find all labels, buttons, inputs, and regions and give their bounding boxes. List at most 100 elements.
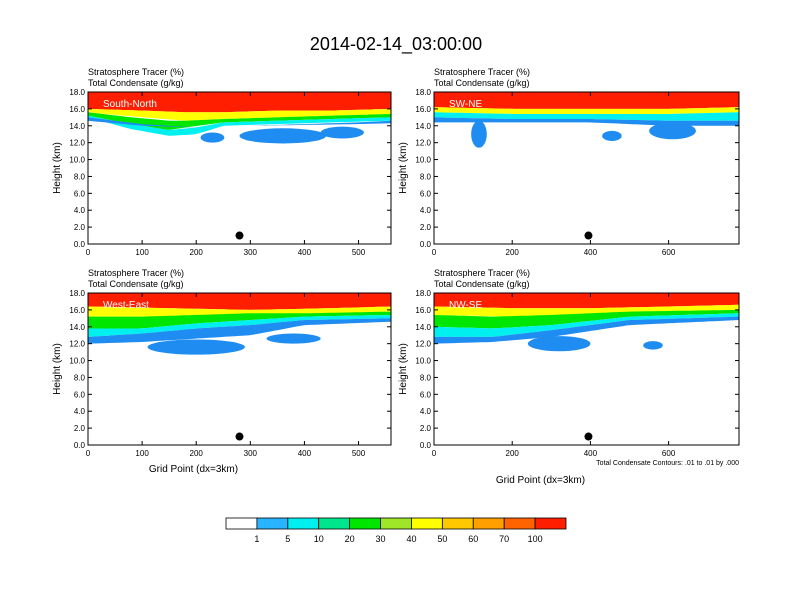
x-axis-label: Grid Point (dx=3km)	[149, 464, 238, 475]
x-tick-label: 200	[506, 449, 520, 458]
y-tick-label: 4.0	[74, 407, 86, 416]
y-tick-label: 0.0	[420, 240, 432, 249]
y-tick-label: 0.0	[74, 441, 86, 450]
y-tick-label: 2.0	[74, 223, 86, 232]
colorbar-box	[225, 517, 258, 530]
y-tick-label: 18.0	[415, 289, 431, 298]
y-tick-label: 4.0	[420, 407, 432, 416]
x-tick-label: 400	[298, 449, 312, 458]
x-tick-label: 400	[584, 248, 598, 257]
panel-title-line: Stratosphere Tracer (%)	[88, 268, 184, 278]
panel-title-line: Stratosphere Tracer (%)	[434, 67, 530, 77]
contour-blob	[200, 132, 225, 143]
colorbar-label: 60	[468, 534, 478, 544]
contour-blob	[471, 120, 487, 148]
colorbar-label: 10	[314, 534, 324, 544]
colorbar-box	[534, 517, 567, 530]
y-tick-label: 14.0	[415, 323, 431, 332]
panel-label: SW-NE	[449, 99, 482, 110]
contour-band	[88, 318, 391, 344]
y-tick-label: 12.0	[415, 139, 431, 148]
contour-band	[434, 316, 739, 344]
panel-title-line: Stratosphere Tracer (%)	[434, 268, 530, 278]
x-tick-label: 600	[662, 449, 676, 458]
plot-frame	[87, 292, 392, 446]
contour-band	[434, 107, 739, 114]
x-tick-label: 500	[352, 449, 366, 458]
y-axis-label: Height (km)	[398, 343, 409, 395]
y-tick-label: 18.0	[69, 289, 85, 298]
x-tick-label: 300	[244, 248, 258, 257]
figure-title: 2014-02-14_03:00:00	[310, 34, 482, 55]
colorbar-label: 40	[406, 534, 416, 544]
plot-frame	[433, 91, 740, 245]
y-tick-label: 2.0	[420, 223, 432, 232]
panel-west-east: 0 100 200 300 400 500 0.0 2.0 4.0 6.0 8.0 10.0 12.0 1…	[52, 268, 392, 475]
colorbar-label: 5	[285, 534, 290, 544]
y-tick-label: 8.0	[420, 373, 432, 382]
colorbar-label: 1	[254, 534, 259, 544]
location-marker	[235, 432, 244, 441]
y-tick-label: 10.0	[69, 156, 85, 165]
y-tick-label: 4.0	[420, 206, 432, 215]
panel-label: West-East	[103, 300, 149, 311]
y-tick-label: 14.0	[415, 122, 431, 131]
contour-band	[434, 92, 739, 109]
x-tick-label: 500	[352, 248, 366, 257]
colorbar-label: 70	[499, 534, 509, 544]
y-tick-label: 12.0	[69, 139, 85, 148]
y-axis-label: Height (km)	[52, 142, 63, 194]
x-tick-label: 0	[432, 248, 437, 257]
contour-blob	[320, 126, 364, 139]
contour-blob	[266, 333, 321, 344]
x-tick-label: 300	[244, 449, 258, 458]
colorbar-box	[503, 517, 536, 530]
colorbar-box	[349, 517, 381, 530]
colorbar-label: 50	[437, 534, 447, 544]
x-tick-label: 0	[86, 248, 91, 257]
contour-band	[434, 112, 739, 121]
colorbar-box	[256, 517, 289, 530]
y-tick-label: 6.0	[420, 390, 432, 399]
colorbar-label: 30	[376, 534, 386, 544]
y-tick-label: 16.0	[69, 105, 85, 114]
contour-blob	[239, 128, 327, 144]
x-tick-label: 0	[86, 449, 91, 458]
y-tick-label: 8.0	[74, 172, 86, 181]
y-tick-label: 10.0	[415, 357, 431, 366]
contour-band	[88, 115, 391, 136]
y-tick-label: 12.0	[69, 340, 85, 349]
contour-band	[88, 92, 391, 113]
contour-footnote: Total Condensate Contours: .01 to .01 by…	[596, 460, 739, 467]
y-axis-label: Height (km)	[52, 343, 63, 395]
contour-band	[434, 313, 739, 337]
contour-band	[88, 315, 391, 337]
x-tick-label: 600	[662, 248, 676, 257]
y-tick-label: 2.0	[74, 424, 86, 433]
panel-title-line: Stratosphere Tracer (%)	[88, 67, 184, 77]
contour-blob	[147, 339, 245, 355]
y-tick-label: 0.0	[420, 441, 432, 450]
x-tick-label: 200	[506, 248, 520, 257]
panel-title-line: Total Condensate (g/kg)	[434, 78, 530, 88]
contour-band	[88, 306, 391, 317]
panel-label: South-North	[103, 99, 157, 110]
y-tick-label: 14.0	[69, 122, 85, 131]
contour-blob	[527, 336, 591, 352]
y-tick-label: 16.0	[69, 306, 85, 315]
y-tick-label: 12.0	[415, 340, 431, 349]
y-tick-label: 8.0	[74, 373, 86, 382]
y-tick-label: 10.0	[69, 357, 85, 366]
y-tick-label: 0.0	[74, 240, 86, 249]
y-tick-label: 14.0	[69, 323, 85, 332]
y-tick-label: 2.0	[420, 424, 432, 433]
colorbar-box	[472, 517, 505, 530]
panel-south-north: 0 100 200 300 400 500 0.0 2.0 4.0 6.0 8.0 10.0 12.0 1…	[52, 67, 392, 257]
x-axis-label: Grid Point (dx=3km)	[496, 475, 585, 486]
colorbar: 1 5 10 20 30 40 50 60 70 100	[225, 517, 567, 544]
contour-blob	[649, 122, 696, 140]
x-tick-label: 100	[135, 248, 149, 257]
x-tick-label: 200	[190, 248, 204, 257]
y-tick-label: 6.0	[74, 390, 86, 399]
y-tick-label: 18.0	[415, 88, 431, 97]
